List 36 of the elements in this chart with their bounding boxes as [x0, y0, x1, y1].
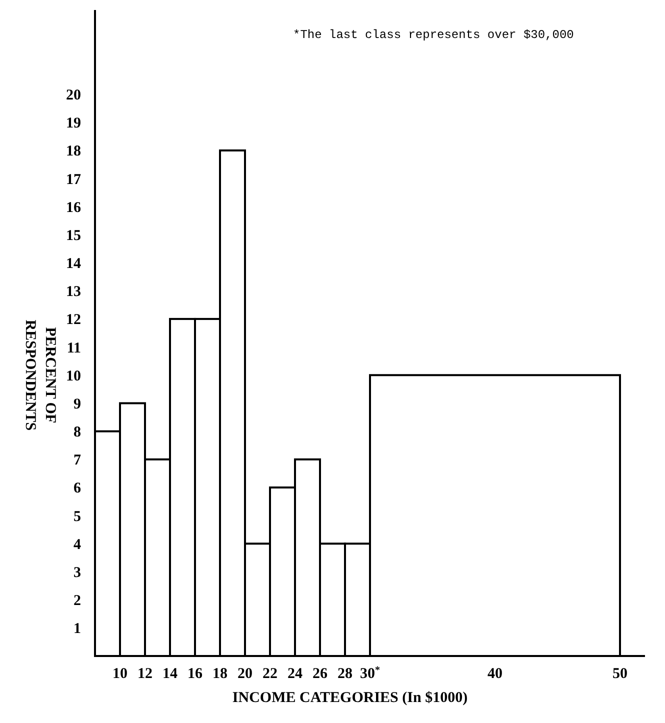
y-tick-label: 4: [74, 536, 82, 553]
y-tick-label: 2: [74, 593, 81, 610]
y-tick-label: 10: [66, 368, 81, 384]
x-tick-label: 20: [238, 666, 252, 682]
x-tick-label: 28: [338, 666, 352, 682]
y-tick-label: 8: [74, 424, 81, 441]
y-tick-label: 15: [66, 228, 81, 244]
y-tick-label: 1: [74, 621, 81, 638]
x-tick-label: 16: [188, 666, 203, 682]
x-tick-label: 12: [138, 666, 152, 682]
y-tick-label: 19: [66, 116, 81, 132]
y-axis-title: PERCENT OF RESPONDENTS: [22, 320, 58, 431]
y-tick-label: 17: [66, 172, 82, 188]
x-tick-label: 18: [212, 666, 228, 682]
y-tick-label: 13: [66, 284, 81, 300]
y-tick-label: 6: [74, 480, 82, 497]
x-tick-label: 40: [488, 666, 502, 682]
x-tick-label: 24: [288, 666, 303, 682]
x-tick-label: 30$^{*}$: [360, 664, 380, 682]
y-tick-label: 7: [74, 452, 82, 469]
x-axis-title: INCOME CATEGORIES (In $1000): [232, 690, 468, 706]
y-tick-label: 9: [74, 396, 81, 412]
y-tick-label: 14: [66, 256, 82, 272]
y-tick-label: 11: [66, 340, 81, 356]
x-tick-label: 14: [162, 666, 178, 682]
x-tick-label: 26: [312, 666, 328, 682]
y-tick-label: 16: [66, 200, 82, 216]
y-tick-label: 5: [74, 508, 81, 525]
x-tick-label: 50: [612, 666, 628, 682]
annotation: *The last class represents over $30,000: [293, 28, 574, 42]
x-tick-label: 10: [112, 666, 128, 682]
x-tick-label: 22: [262, 666, 278, 682]
y-tick-label: 20: [66, 88, 81, 104]
y-tick-label: 3: [74, 564, 81, 581]
y-tick-label: 12: [66, 312, 81, 328]
y-tick-label: 18: [66, 144, 81, 160]
